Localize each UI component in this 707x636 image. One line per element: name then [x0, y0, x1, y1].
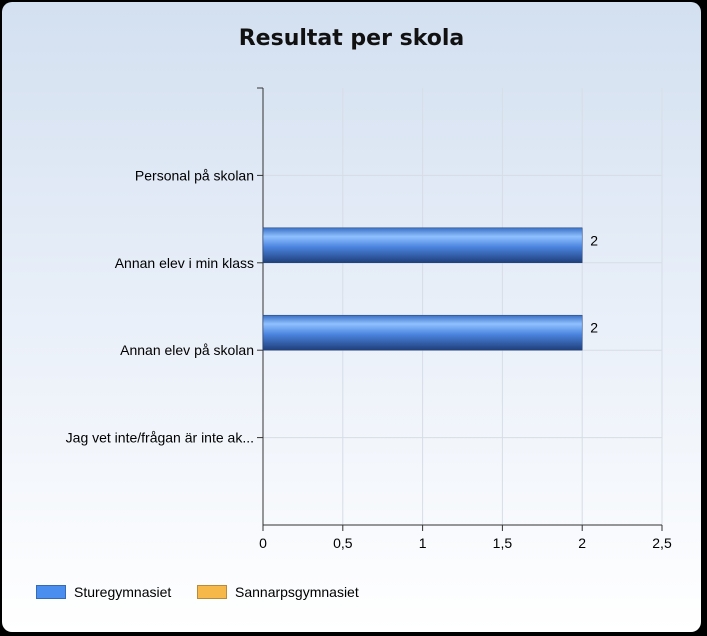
- legend-label-sturegymnasiet: Sturegymnasiet: [74, 584, 172, 600]
- category-label: Annan elev i min klass: [115, 255, 254, 271]
- category-label: Annan elev på skolan: [120, 342, 254, 358]
- chart-plot-area: 0 0,5 1 1,5 2 2,5 Personal på skolan Annan elev…: [66, 87, 672, 551]
- category-label: Jag vet inte/frågan är inte ak...: [66, 430, 254, 446]
- chart-frame: Resultat per skola 0 0,5 1 1,5 2 2,5 Personal …: [2, 2, 701, 632]
- data-label: 2: [590, 232, 598, 248]
- x-tick-label: 2,5: [652, 535, 672, 551]
- legend-item-sannarpsgymnasiet: Sannarpsgymnasiet: [197, 584, 359, 600]
- legend-swatch-sturegymnasiet: [36, 585, 66, 599]
- x-tick-label: 1,5: [493, 535, 513, 551]
- bar-sturegymnasiet: [262, 227, 583, 264]
- legend-item-sturegymnasiet: Sturegymnasiet: [36, 584, 171, 600]
- category-label: Personal på skolan: [135, 167, 254, 183]
- legend-label-sannarpsgymnasiet: Sannarpsgymnasiet: [235, 584, 359, 600]
- legend-swatch-sannarpsgymnasiet: [197, 585, 227, 599]
- data-label: 2: [590, 320, 598, 336]
- x-tick-label: 1: [419, 535, 427, 551]
- chart-title: Resultat per skola: [238, 26, 465, 51]
- x-tick-label: 2: [578, 535, 586, 551]
- bar-sturegymnasiet: [262, 314, 583, 351]
- x-tick-label: 0,5: [333, 535, 353, 551]
- x-tick-label: 0: [259, 535, 267, 551]
